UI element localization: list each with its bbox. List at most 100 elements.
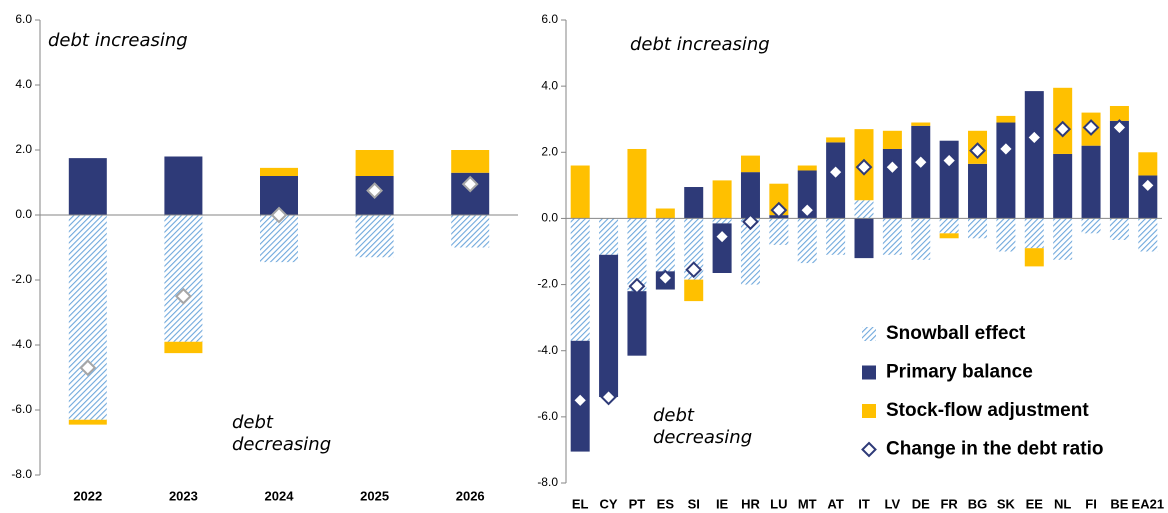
x-tick-label: EA21	[1132, 496, 1165, 511]
bar-segment	[1024, 218, 1044, 249]
y-tick-label: -6.0	[537, 409, 558, 423]
diamond-marker	[174, 287, 192, 305]
y-tick-label: -2.0	[11, 272, 32, 286]
bar-segment	[1109, 105, 1129, 121]
bar-segment	[1024, 248, 1044, 267]
bar-segment	[684, 218, 704, 280]
bar-segment	[68, 419, 107, 425]
bar-segment	[968, 218, 988, 239]
y-tick-label: 6.0	[541, 12, 558, 26]
y-tick-label: -6.0	[11, 402, 32, 416]
bar-segment	[826, 218, 846, 255]
x-tick-label: CY	[600, 496, 618, 511]
x-tick-label: FI	[1085, 496, 1097, 511]
diamond-marker	[827, 163, 845, 181]
bar-segment	[740, 155, 760, 173]
annotation: debt decreasing	[232, 412, 332, 455]
y-tick-label: 4.0	[541, 78, 558, 92]
bar-segment	[1109, 120, 1129, 219]
bar-segment	[1138, 218, 1158, 252]
bar-segment	[164, 156, 203, 215]
diamond-marker	[600, 388, 617, 406]
x-tick-label: DE	[912, 496, 930, 511]
bar-segment	[996, 122, 1016, 219]
diamond-marker	[1025, 128, 1043, 146]
x-tick-label: 2026	[456, 488, 485, 503]
diamond-marker	[685, 261, 703, 279]
bar-segment	[826, 137, 846, 143]
bar-segment	[1053, 218, 1073, 260]
bar-segment	[164, 215, 203, 342]
y-tick-label: -2.0	[537, 277, 558, 291]
bar-segment	[627, 291, 647, 356]
y-tick-label: -4.0	[537, 343, 558, 357]
bar-segment	[627, 148, 647, 219]
diamond-marker	[912, 153, 930, 171]
bar-segment	[712, 180, 732, 219]
bar-segment	[355, 215, 394, 258]
y-tick-label: -8.0	[537, 475, 558, 489]
bar-segment	[797, 218, 817, 264]
bar-segment	[627, 218, 647, 292]
bar-segment	[164, 341, 203, 354]
diamond-marker	[1139, 176, 1157, 194]
legend-label: Primary balance	[886, 362, 1033, 383]
bar-segment	[996, 218, 1016, 252]
y-tick-label: -4.0	[11, 337, 32, 351]
x-tick-label: LU	[770, 496, 787, 511]
y-tick-label: -8.0	[11, 467, 32, 481]
bar-segment	[355, 150, 394, 176]
x-tick-label: SI	[688, 496, 700, 511]
annotation: debt increasing	[48, 30, 188, 51]
bar-segment	[911, 122, 931, 126]
diamond-marker	[1054, 120, 1072, 138]
bar-segment	[712, 218, 732, 224]
annotation: debt decreasing	[653, 405, 753, 448]
y-tick-label: 4.0	[15, 77, 32, 91]
legend-label: Snowball effect	[886, 323, 1026, 344]
y-tick-label: 2.0	[541, 144, 558, 158]
diamond-marker	[770, 201, 788, 219]
diamond-marker	[883, 158, 901, 176]
x-tick-label: EE	[1026, 496, 1044, 511]
bar-segment	[1109, 218, 1129, 240]
x-tick-label: AT	[827, 496, 843, 511]
bar-segment	[684, 187, 704, 219]
bar-segment	[996, 115, 1016, 123]
bar-segment	[854, 200, 874, 219]
x-tick-label: IE	[716, 496, 729, 511]
diamond-marker	[1082, 119, 1100, 136]
x-tick-label: 2023	[169, 488, 198, 503]
y-tick-label: 0.0	[541, 211, 558, 225]
x-tick-label: BG	[968, 496, 988, 511]
diamond-marker	[571, 391, 589, 409]
y-tick-label: 6.0	[15, 12, 32, 26]
diamond-marker	[1111, 119, 1128, 136]
bar-segment	[599, 254, 619, 398]
bar-segment	[939, 233, 959, 239]
diamond-marker	[656, 269, 674, 287]
y-tick-label: 0.0	[15, 207, 32, 221]
bar-segment	[769, 218, 789, 245]
x-tick-label: 2022	[73, 488, 102, 503]
x-tick-label: PT	[629, 496, 646, 511]
diamond-marker	[940, 152, 958, 169]
bar-segment	[68, 215, 107, 420]
bar-segment	[854, 218, 874, 259]
bar-segment	[1053, 153, 1073, 219]
bar-segment	[797, 165, 817, 171]
x-tick-label: NL	[1054, 496, 1071, 511]
legend-label: Change in the debt ratio	[886, 439, 1103, 460]
diamond-marker	[461, 175, 479, 193]
bar-segment	[599, 218, 619, 255]
y-tick-label: 2.0	[15, 142, 32, 156]
bar-segment	[260, 167, 298, 176]
diamond-marker	[798, 201, 816, 219]
bar-segment	[684, 279, 704, 302]
legend-swatch	[862, 365, 876, 380]
x-tick-label: 2025	[360, 488, 389, 503]
bar-segment	[570, 165, 590, 219]
bar-segment	[570, 218, 590, 341]
